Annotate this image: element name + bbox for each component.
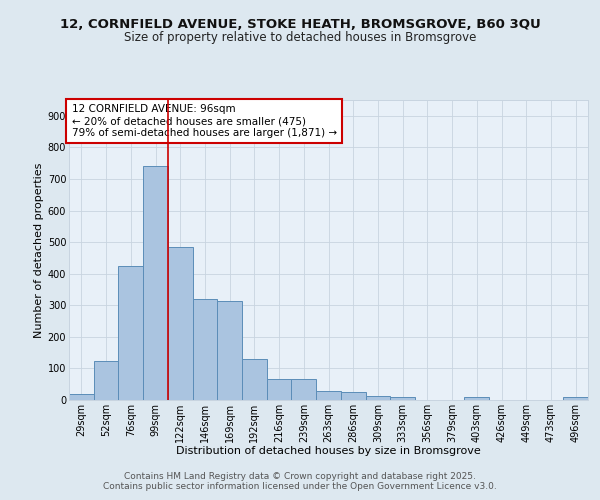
Bar xyxy=(341,392,365,400)
Bar xyxy=(563,398,588,400)
Bar xyxy=(143,166,168,400)
Text: 12, CORNFIELD AVENUE, STOKE HEATH, BROMSGROVE, B60 3QU: 12, CORNFIELD AVENUE, STOKE HEATH, BROMS… xyxy=(59,18,541,30)
Bar xyxy=(217,300,242,400)
Bar xyxy=(94,360,118,400)
Text: 12 CORNFIELD AVENUE: 96sqm
← 20% of detached houses are smaller (475)
79% of sem: 12 CORNFIELD AVENUE: 96sqm ← 20% of deta… xyxy=(71,104,337,138)
Bar xyxy=(390,398,415,400)
Bar xyxy=(464,397,489,400)
Text: Contains public sector information licensed under the Open Government Licence v3: Contains public sector information licen… xyxy=(103,482,497,491)
Y-axis label: Number of detached properties: Number of detached properties xyxy=(34,162,44,338)
Bar xyxy=(267,380,292,400)
Bar xyxy=(69,394,94,400)
Bar xyxy=(118,266,143,400)
Text: Contains HM Land Registry data © Crown copyright and database right 2025.: Contains HM Land Registry data © Crown c… xyxy=(124,472,476,481)
Bar xyxy=(292,380,316,400)
Bar xyxy=(193,299,217,400)
Bar xyxy=(365,396,390,400)
Text: Size of property relative to detached houses in Bromsgrove: Size of property relative to detached ho… xyxy=(124,31,476,44)
Bar xyxy=(242,359,267,400)
Bar xyxy=(316,391,341,400)
Bar xyxy=(168,247,193,400)
X-axis label: Distribution of detached houses by size in Bromsgrove: Distribution of detached houses by size … xyxy=(176,446,481,456)
